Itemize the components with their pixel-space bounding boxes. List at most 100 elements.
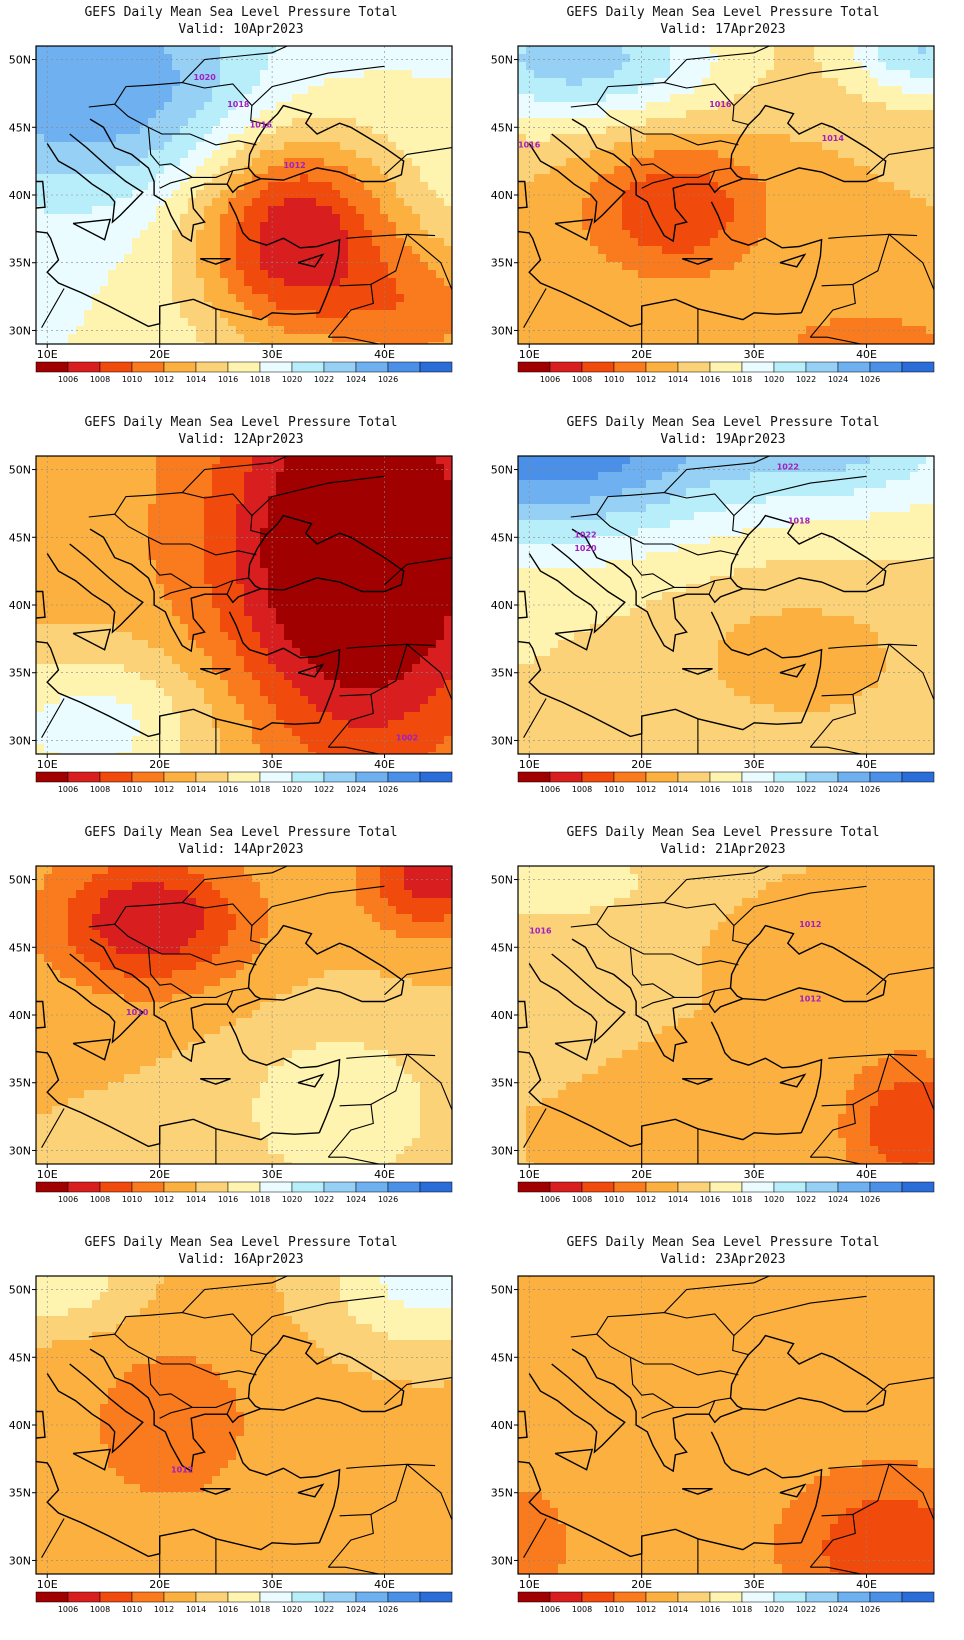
country-border <box>88 82 267 126</box>
colorbar-swatch <box>613 1181 647 1193</box>
lon-tick-label: 10E <box>37 1168 58 1181</box>
country-border <box>596 923 739 966</box>
colorbar-swatch <box>709 1591 743 1603</box>
colorbar-level-label: 1014 <box>668 1195 688 1204</box>
coastline <box>518 230 802 328</box>
contour-label: 1020 <box>194 73 217 82</box>
country-border <box>708 1400 716 1415</box>
country-border <box>866 967 934 996</box>
lat-tick-label: 45N <box>491 121 513 134</box>
pressure-field <box>36 1276 452 1574</box>
colorbar-level-label: 1014 <box>186 375 206 384</box>
coastline <box>681 1078 713 1085</box>
colorbar-level-label: 1006 <box>58 375 78 384</box>
colorbar-swatch <box>291 1181 325 1193</box>
coastline <box>710 1431 823 1544</box>
lat-tick-label: 45N <box>491 531 513 544</box>
colorbar-level-label: 1020 <box>764 375 784 384</box>
map-panel: GEFS Daily Mean Sea Level Pressure Total… <box>0 820 482 1230</box>
colorbar-level-label: 1008 <box>90 1195 110 1204</box>
colorbar-swatch <box>355 1591 389 1603</box>
colorbar-swatch <box>387 1181 421 1193</box>
colorbar-swatch <box>901 1181 935 1193</box>
country-border <box>570 1312 749 1356</box>
country-border <box>346 233 436 239</box>
lon-tick-label: 10E <box>519 1168 540 1181</box>
colorbar-level-label: 1016 <box>700 375 720 384</box>
map-panel: GEFS Daily Mean Sea Level Pressure Total… <box>482 820 964 1230</box>
country-border <box>663 456 771 493</box>
country-border <box>251 1295 385 1337</box>
country-border <box>328 1156 380 1164</box>
coastline <box>228 1021 341 1134</box>
colorbar-level-label: 1016 <box>700 785 720 794</box>
lon-tick-label: 40E <box>374 1168 395 1181</box>
colorbar-level-label: 1010 <box>604 785 624 794</box>
colorbar-level-label: 1006 <box>58 1605 78 1614</box>
lat-tick-label: 40N <box>491 189 513 202</box>
colorbar-level-label: 1012 <box>154 375 174 384</box>
colorbar-swatch <box>581 361 615 373</box>
colorbar-swatch <box>323 771 357 783</box>
colorbar-swatch <box>67 1591 101 1603</box>
country-border <box>327 693 374 748</box>
lon-tick-label: 40E <box>374 758 395 771</box>
country-border <box>147 127 250 178</box>
country-border <box>41 1108 65 1148</box>
lat-tick-label: 40N <box>491 1009 513 1022</box>
colorbar-level-label: 1006 <box>58 1195 78 1204</box>
coastline <box>247 924 405 1003</box>
colorbar-level-label: 1026 <box>378 1605 398 1614</box>
colorbar-swatch <box>805 771 839 783</box>
contour-label: 1020 <box>574 544 597 553</box>
coastline <box>89 118 262 243</box>
coastline <box>554 1038 594 1061</box>
contour-label: 1012 <box>799 994 821 1003</box>
colorbar-swatch <box>741 1591 775 1603</box>
lat-tick-label: 40N <box>491 1419 513 1432</box>
coastline <box>199 668 231 675</box>
colorbar-swatch <box>517 1591 551 1603</box>
lon-tick-label: 10E <box>519 1578 540 1591</box>
country-border <box>641 586 675 599</box>
colorbar-swatch <box>805 1591 839 1603</box>
map-svg: 1012 50N 45N 40N 35N 30N 10E 20E 30E 40E 1006 1008 1… <box>9 1275 453 1614</box>
panel-valid-date: Valid: 16Apr2023 <box>178 1252 304 1267</box>
colorbar-swatch <box>227 1591 261 1603</box>
colorbar-swatch <box>645 1591 679 1603</box>
coastline <box>729 1334 887 1413</box>
lon-tick-label: 30E <box>744 348 765 361</box>
country-border <box>523 698 547 738</box>
country-border <box>852 1464 890 1515</box>
country-border <box>888 1463 934 1521</box>
country-border <box>523 1518 547 1558</box>
coastline <box>571 118 744 243</box>
colorbar-level-label: 1012 <box>636 785 656 794</box>
country-border <box>370 234 408 285</box>
colorbar-swatch <box>99 361 133 373</box>
country-border <box>147 1357 250 1408</box>
colorbar-swatch <box>773 771 807 783</box>
colorbar-level-label: 1022 <box>796 1195 816 1204</box>
coastline <box>72 218 112 241</box>
colorbar-level-label: 1014 <box>186 1195 206 1204</box>
colorbar-level-label: 1010 <box>604 375 624 384</box>
colorbar-level-label: 1022 <box>314 1605 334 1614</box>
colorbar-level-label: 1010 <box>604 1605 624 1614</box>
coastline <box>297 663 325 678</box>
pressure-field <box>518 46 934 344</box>
country-border <box>406 1463 452 1521</box>
coastline <box>72 628 112 651</box>
colorbar-level-label: 1006 <box>540 1605 560 1614</box>
coastline <box>710 1021 823 1134</box>
colorbar-level-label: 1022 <box>314 375 334 384</box>
coastline <box>89 1348 262 1473</box>
colorbar-swatch <box>35 771 69 783</box>
colorbar-swatch <box>99 1591 133 1603</box>
colorbar-level-label: 1008 <box>572 785 592 794</box>
contour-label: 1012 <box>283 161 305 170</box>
panel-valid-date: Valid: 14Apr2023 <box>178 842 304 857</box>
country-border <box>596 103 739 146</box>
lon-tick-label: 30E <box>744 1168 765 1181</box>
map-panel: GEFS Daily Mean Sea Level Pressure Total… <box>482 0 964 410</box>
